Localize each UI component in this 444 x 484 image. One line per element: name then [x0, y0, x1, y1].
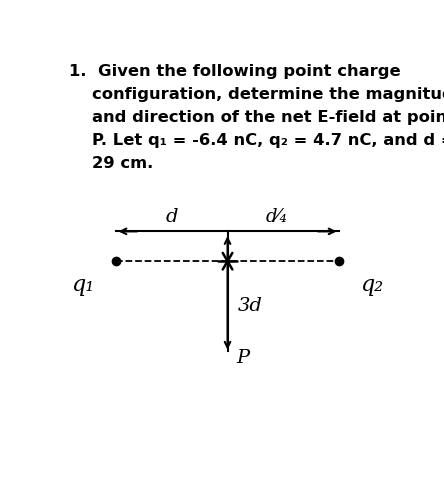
Text: 1.  Given the following point charge: 1. Given the following point charge — [69, 64, 401, 79]
Text: P: P — [236, 349, 249, 367]
Text: P. Let q₁ = -6.4 nC, q₂ = 4.7 nC, and d =: P. Let q₁ = -6.4 nC, q₂ = 4.7 nC, and d … — [69, 133, 444, 148]
Text: configuration, determine the magnitude: configuration, determine the magnitude — [69, 87, 444, 102]
Text: and direction of the net E-field at point: and direction of the net E-field at poin… — [69, 110, 444, 125]
Text: d: d — [165, 208, 178, 226]
Text: 3d: 3d — [238, 297, 263, 315]
Text: q₂: q₂ — [361, 274, 384, 296]
Text: q₁: q₁ — [71, 274, 95, 296]
Text: d⁄₄: d⁄₄ — [266, 208, 287, 226]
Text: 29 cm.: 29 cm. — [69, 156, 154, 171]
